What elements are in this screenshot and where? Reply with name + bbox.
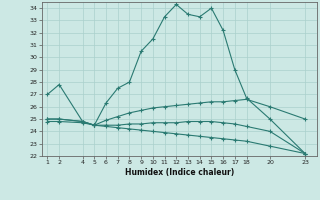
X-axis label: Humidex (Indice chaleur): Humidex (Indice chaleur) [124, 168, 234, 177]
